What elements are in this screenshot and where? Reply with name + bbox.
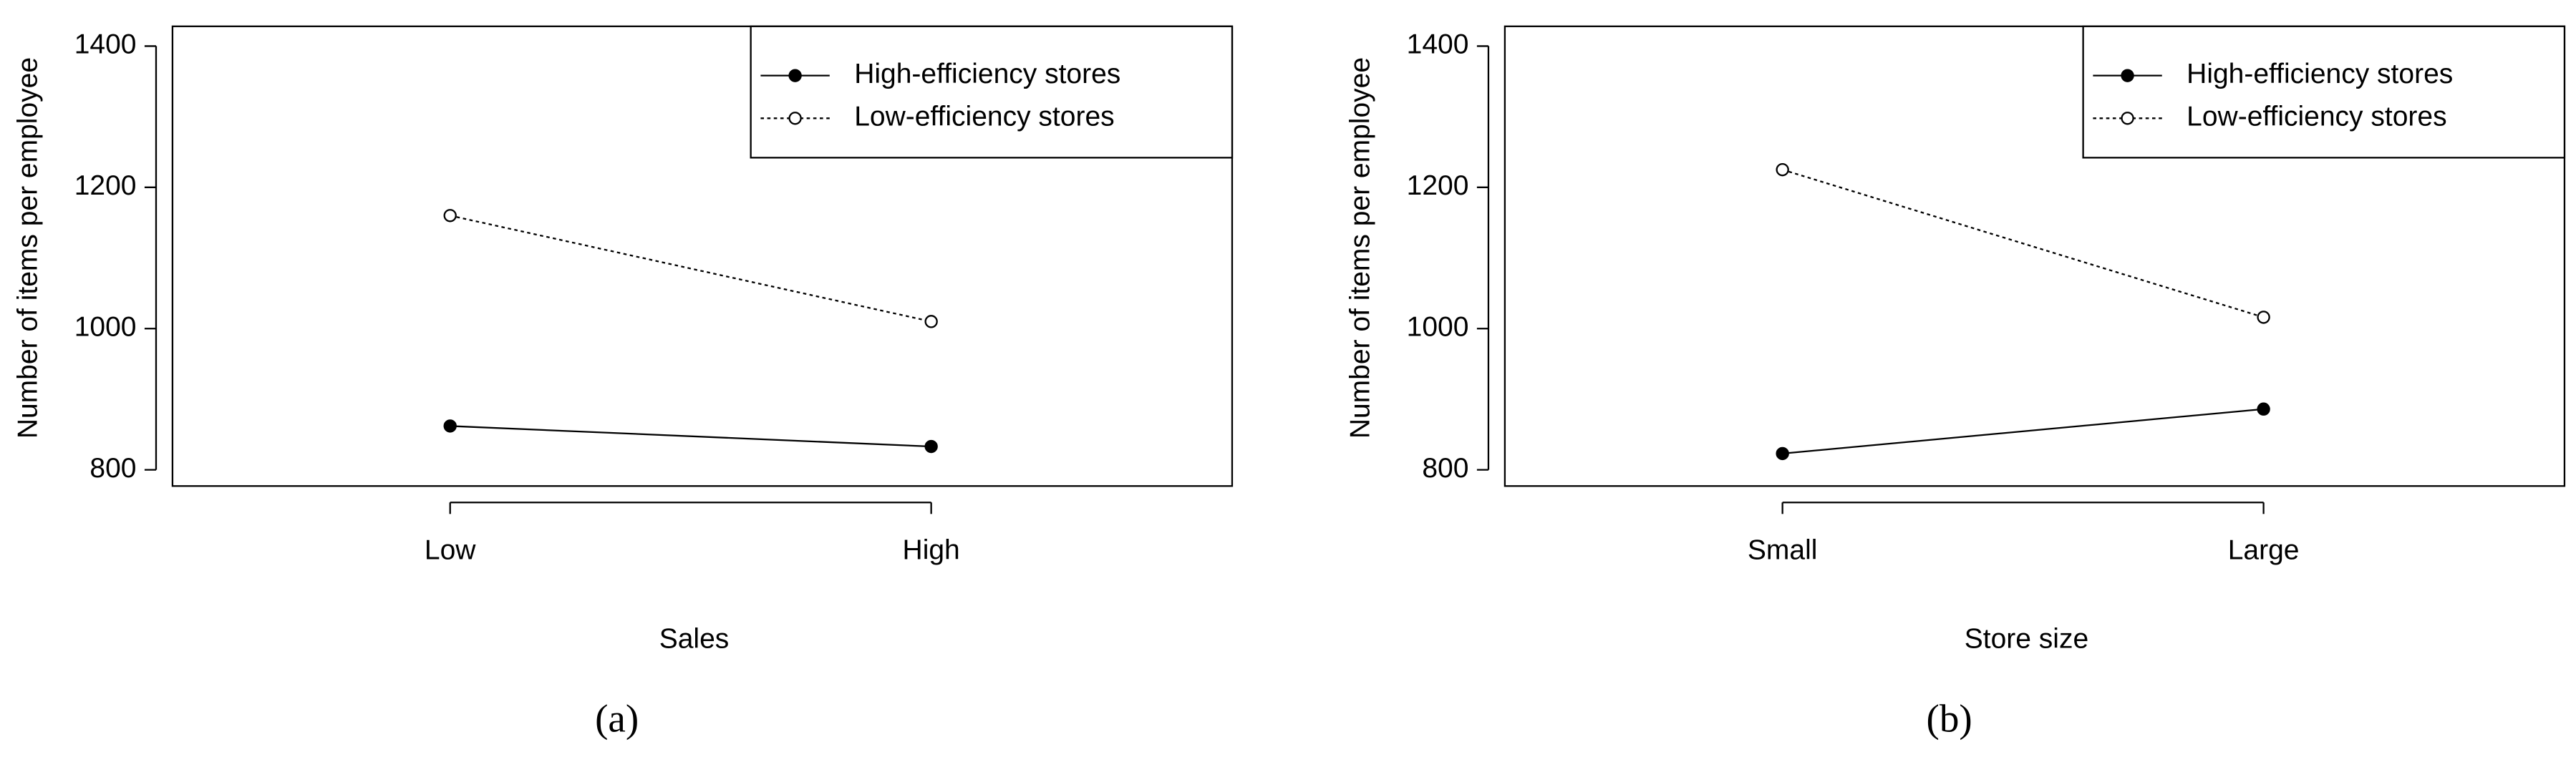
legend-label: Low-efficiency stores: [854, 102, 1114, 132]
legend-marker: [2121, 112, 2134, 125]
legend-marker: [788, 112, 802, 125]
plot-box: [1504, 25, 2566, 487]
data-point: [443, 209, 457, 223]
x-axis-label: Store size: [1965, 623, 2088, 654]
series-line: [1782, 408, 2264, 455]
panel-caption: (a): [595, 696, 639, 740]
legend-box: [2082, 25, 2566, 159]
legend-marker: [2121, 69, 2134, 82]
legend-marker: [788, 69, 802, 82]
y-tick-label: 1200: [1407, 170, 1469, 201]
series-line: [450, 215, 931, 323]
x-tick-label: Low: [425, 534, 476, 565]
legend-label: High-efficiency stores: [2187, 59, 2453, 89]
legend-label: Low-efficiency stores: [2187, 102, 2446, 132]
x-tick-label: Small: [1748, 534, 1818, 565]
series-line: [450, 425, 931, 448]
legend-label: High-efficiency stores: [854, 59, 1120, 89]
data-point: [2257, 402, 2270, 416]
data-point: [1776, 162, 1789, 177]
series-line: [1782, 169, 2264, 318]
y-tick-label: 800: [89, 453, 136, 484]
y-tick-label: 800: [1422, 453, 1468, 484]
data-point: [1776, 446, 1789, 461]
x-tick-label: Large: [2228, 534, 2300, 565]
y-tick-label: 1000: [74, 312, 137, 343]
x-tick-label: High: [903, 534, 960, 565]
legend-box: [750, 25, 1234, 159]
y-tick-label: 1400: [74, 29, 137, 60]
y-axis-label: Number of items per employee: [1345, 57, 1376, 439]
y-tick-label: 1000: [1407, 312, 1469, 343]
y-axis-label: Number of items per employee: [13, 57, 44, 439]
plot-box: [171, 25, 1234, 487]
panel-caption: (b): [1926, 696, 1972, 740]
data-point: [443, 419, 457, 433]
data-point: [924, 315, 938, 328]
data-point: [924, 439, 938, 454]
data-point: [2257, 311, 2270, 324]
y-tick-label: 1400: [1407, 29, 1469, 60]
y-tick-label: 1200: [74, 170, 137, 201]
x-axis-label: Sales: [659, 623, 730, 654]
